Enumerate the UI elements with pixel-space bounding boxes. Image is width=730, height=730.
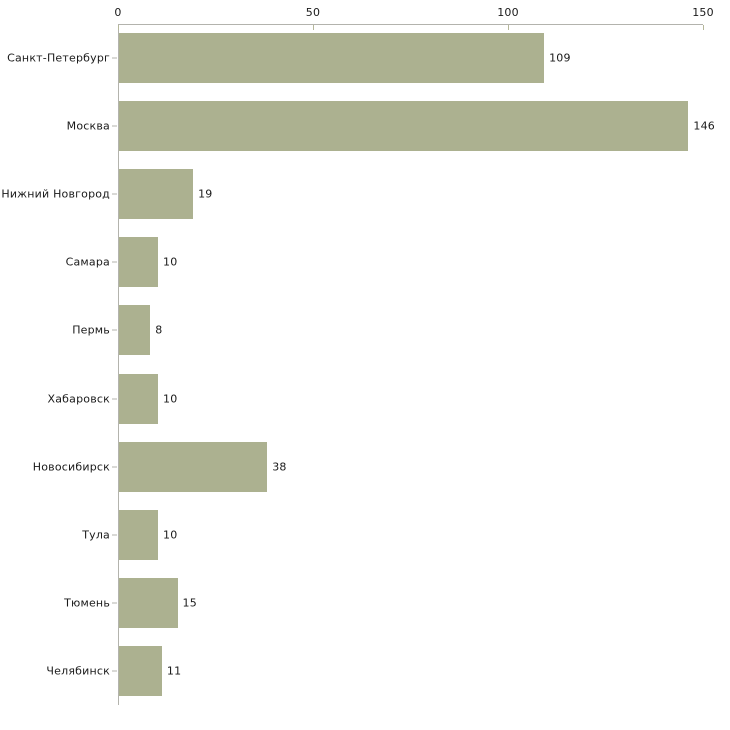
bar[interactable]: [119, 441, 268, 492]
y-axis-line: [118, 24, 119, 705]
x-tick-label: 0: [114, 6, 122, 19]
bar[interactable]: [119, 237, 158, 288]
bar[interactable]: [119, 645, 162, 696]
bar[interactable]: [119, 509, 158, 560]
x-tick-mark: [508, 25, 509, 30]
bar-row[interactable]: Санкт-Петербург 109: [0, 33, 730, 84]
bar-row[interactable]: Тула 10: [0, 509, 730, 560]
bar[interactable]: [119, 33, 545, 84]
bar-value-label: 19: [198, 187, 213, 201]
bar[interactable]: [119, 101, 689, 152]
category-label: Хабаровск: [47, 392, 110, 406]
bar-value-label: 11: [166, 664, 182, 678]
category-tick-mark: [112, 57, 117, 59]
bar-value-label: 109: [549, 51, 571, 65]
bar-row[interactable]: Нижний Новгород 19: [0, 169, 730, 220]
category-label: Санкт-Петербург: [7, 51, 110, 65]
category-label: Тюмень: [64, 596, 110, 610]
category-tick-mark: [112, 398, 117, 400]
x-tick-mark: [118, 25, 119, 30]
bar-row[interactable]: Челябинск 11: [0, 645, 730, 696]
bar[interactable]: [119, 577, 178, 628]
x-tick-label: 150: [692, 6, 714, 19]
bar-row[interactable]: Москва 146: [0, 101, 730, 152]
category-label: Самара: [65, 255, 110, 269]
category-tick-mark: [112, 329, 117, 331]
category-tick-mark: [112, 670, 117, 672]
category-tick-mark: [112, 534, 117, 536]
category-tick-mark: [112, 466, 117, 468]
x-tick-mark: [703, 25, 704, 30]
bar-value-label: 38: [272, 460, 287, 474]
bar-value-label: 146: [693, 119, 715, 133]
category-label: Челябинск: [46, 664, 110, 678]
category-label: Тула: [82, 528, 110, 542]
category-tick-mark: [112, 261, 117, 263]
category-tick-mark: [112, 125, 117, 127]
category-tick-mark: [112, 193, 117, 195]
category-label: Нижний Новгород: [1, 187, 110, 201]
bar-value-label: 10: [163, 528, 178, 542]
bar[interactable]: [119, 305, 151, 356]
bar[interactable]: [119, 373, 158, 424]
x-axis-line: [118, 24, 703, 25]
bar-row[interactable]: Пермь 8: [0, 305, 730, 356]
x-tick-mark: [313, 25, 314, 30]
category-label: Новосибирск: [32, 460, 110, 474]
bar-value-label: 10: [163, 255, 178, 269]
category-label: Москва: [66, 119, 110, 133]
bar-value-label: 15: [182, 596, 197, 610]
bar-value-label: 8: [155, 323, 163, 337]
bar-value-label: 10: [163, 392, 178, 406]
bar-row[interactable]: Новосибирск 38: [0, 441, 730, 492]
bar-row[interactable]: Тюмень 15: [0, 577, 730, 628]
bar-row[interactable]: Самара 10: [0, 237, 730, 288]
category-tick-mark: [112, 602, 117, 604]
bar[interactable]: [119, 169, 194, 220]
bar-row[interactable]: Хабаровск 10: [0, 373, 730, 424]
category-label: Пермь: [72, 323, 110, 337]
x-tick-label: 50: [305, 6, 321, 19]
x-tick-label: 100: [497, 6, 519, 19]
